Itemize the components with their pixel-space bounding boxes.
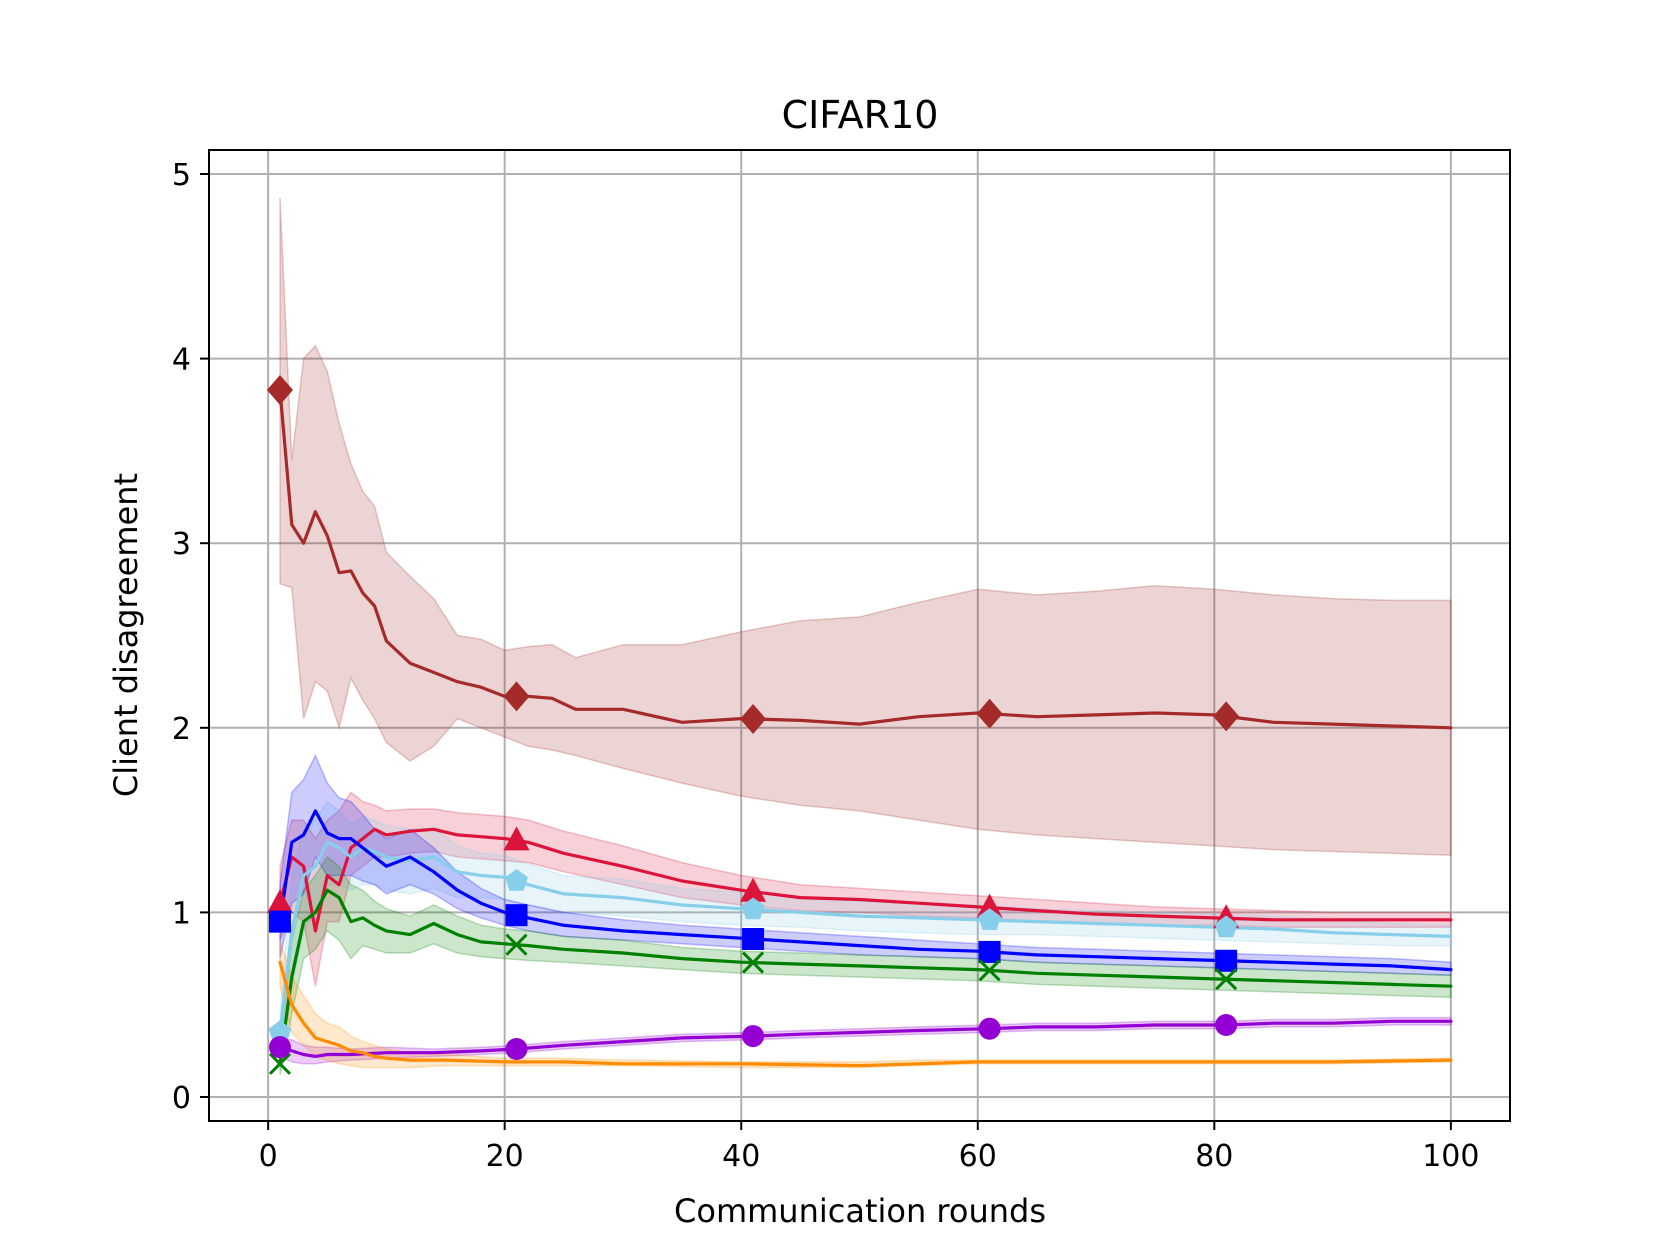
green-x-line [278,888,1453,1066]
y-tick-label: 4 [172,343,191,378]
skyblue-pentagon-marker [978,908,1001,930]
x-tick-label: 20 [486,1139,524,1174]
brown-diamond-marker [266,374,293,405]
orange-band [279,939,1452,1069]
x-tick-label: 100 [1422,1139,1479,1174]
blue-square-band [279,753,1452,976]
skyblue-pentagon-line [278,840,1453,1034]
y-axis-title: Client disagreement [107,473,145,797]
purple-circle-line [278,1019,1453,1058]
y-tick-label: 0 [172,1081,191,1116]
blue-square-marker [505,904,528,927]
y-tick-label: 3 [172,527,191,562]
skyblue-pentagon-band [279,800,1452,1052]
brown-diamond-marker [503,681,530,712]
green-x-marker [741,951,765,974]
skyblue-pentagon-marker [1214,915,1238,938]
skyblue-pentagon-marker [268,1020,292,1043]
purple-circle-marker [742,1025,765,1048]
blue-square-marker [978,940,1001,963]
skyblue-pentagon-marker [505,869,528,891]
plot-frame [208,149,1511,1122]
crimson-triangle-marker [503,826,530,851]
orange-line [278,960,1453,1068]
purple-circle-marker [978,1017,1001,1040]
skyblue-pentagon-marker [741,897,765,920]
purple-circle-marker [1215,1014,1238,1037]
x-tick-label: 60 [959,1139,997,1174]
x-tick-label: 80 [1195,1139,1233,1174]
crimson-triangle-band [279,791,1452,987]
green-x-marker [505,933,528,956]
purple-circle-marker [505,1038,528,1061]
brown-diamond-marker [740,703,767,734]
brown-diamond-band [279,197,1452,856]
blue-square-marker [742,927,765,950]
green-x-marker [978,959,1001,982]
series-markers [266,374,1240,1075]
y-tick-label: 5 [172,158,191,193]
crimson-triangle-line [278,827,1453,933]
axis-ticks: 0 20 40 60 80 100 0 1 2 3 4 5 [172,158,1480,1174]
chart-title: CIFAR10 [782,93,939,137]
crimson-triangle-marker [266,889,293,914]
brown-diamond-marker [1213,701,1240,732]
blue-square-marker [1215,949,1238,972]
blue-square-marker [268,910,291,933]
brown-diamond-marker [976,698,1003,729]
y-tick-label: 2 [172,712,191,747]
green-x-marker [1215,968,1238,991]
crimson-triangle-marker [740,877,767,902]
x-tick-label: 40 [722,1139,760,1174]
series-lines [278,388,1453,1068]
y-tick-label: 1 [172,896,191,931]
brown-diamond-line [278,388,1453,730]
crimson-triangle-marker [976,893,1003,918]
grid [209,150,1510,1121]
blue-square-line [278,809,1453,972]
green-x-marker [268,1052,292,1075]
x-tick-label: 0 [259,1139,278,1174]
x-axis-title: Communication rounds [674,1192,1046,1230]
purple-circle-marker [268,1036,291,1059]
